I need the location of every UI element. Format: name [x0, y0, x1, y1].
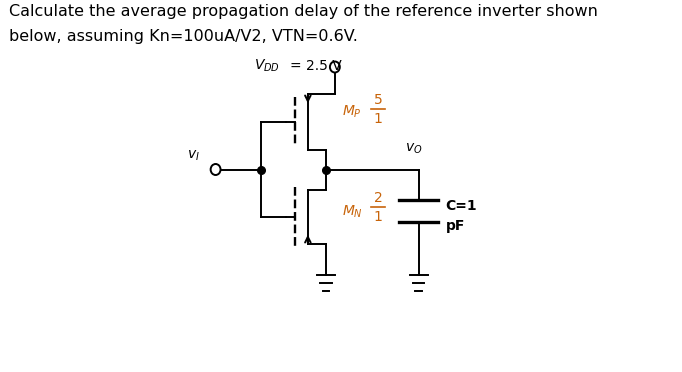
Text: 1: 1: [374, 112, 383, 126]
Text: pF: pF: [445, 219, 465, 233]
Text: $v_I$: $v_I$: [187, 148, 200, 163]
Text: $v_O$: $v_O$: [405, 142, 423, 156]
Text: = 2.5 V: = 2.5 V: [290, 59, 342, 73]
Text: below, assuming Kn=100uA/V2, VTN=0.6V.: below, assuming Kn=100uA/V2, VTN=0.6V.: [9, 29, 358, 44]
Text: 5: 5: [374, 93, 383, 107]
Text: $M_N$: $M_N$: [342, 204, 363, 220]
Text: $M_P$: $M_P$: [342, 104, 362, 120]
Text: C=1: C=1: [445, 199, 477, 213]
Text: 2: 2: [374, 191, 383, 205]
Text: Calculate the average propagation delay of the reference inverter shown: Calculate the average propagation delay …: [9, 4, 598, 19]
Text: $V_{DD}$: $V_{DD}$: [254, 58, 280, 74]
Text: 1: 1: [374, 210, 383, 224]
